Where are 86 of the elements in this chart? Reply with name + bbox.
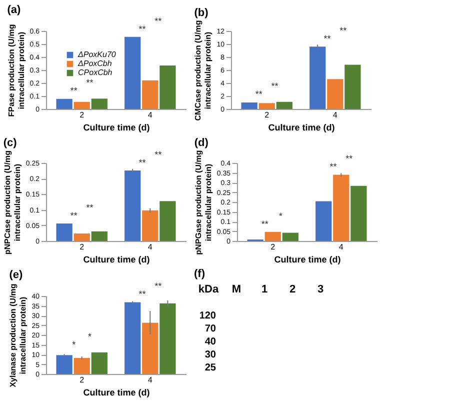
bar	[344, 64, 361, 109]
bar	[350, 186, 367, 241]
category-label: 3	[317, 284, 324, 296]
x-tick-label: 2	[80, 242, 85, 252]
annotation: **	[138, 289, 146, 300]
text: 120	[199, 310, 216, 322]
x-axis-title: Culture time (d)	[274, 254, 341, 264]
x-tick-label: 2	[80, 110, 85, 120]
bar	[160, 303, 176, 374]
chart-title: (b)	[194, 6, 209, 19]
bar	[276, 102, 292, 109]
bar	[74, 234, 90, 241]
bar	[241, 102, 258, 109]
annotation: **	[255, 88, 263, 99]
legend-label: ΔPoxCbh	[77, 59, 112, 68]
bar	[258, 103, 275, 109]
annotation: **	[138, 157, 146, 168]
bar	[56, 355, 72, 374]
bar	[74, 102, 90, 109]
chart-title: (e)	[9, 269, 23, 282]
y-axis-title: pNPGase production (U/mg intracellular protein)	[194, 150, 213, 255]
chart-title: (a)	[7, 4, 22, 16]
annotation: **	[70, 210, 78, 221]
bar	[327, 79, 344, 109]
y-axis-title: CMCase production (U/mg intracellular protein)	[194, 20, 213, 121]
x-axis-title: Culture time (d)	[83, 388, 150, 398]
text: 40	[204, 336, 216, 348]
annotation: **	[261, 218, 269, 229]
bar	[56, 98, 72, 109]
annotation: **	[70, 86, 78, 96]
category-label: M	[232, 284, 242, 296]
bar	[264, 232, 281, 241]
x-axis-title: Culture time (d)	[268, 122, 335, 132]
y-axis-title: Xylanase production (U/mg intracellular protein)	[8, 284, 28, 388]
chart-title: (d)	[194, 136, 209, 149]
bar	[91, 98, 108, 109]
text: kDa	[198, 284, 220, 296]
x-tick-label: 2	[264, 110, 270, 120]
bar	[160, 65, 176, 109]
bar	[124, 302, 141, 374]
x-tick-label: 4	[148, 242, 153, 252]
annotation: **	[138, 24, 146, 34]
legend-label: CPoxCbh	[78, 68, 113, 77]
bar	[91, 231, 108, 241]
bar	[142, 322, 158, 374]
bar	[160, 201, 176, 241]
annotation: **	[86, 78, 94, 88]
annotation: **	[324, 34, 332, 44]
chart-title: (c)	[3, 137, 18, 149]
x-tick-label: 4	[148, 110, 153, 120]
annotation: *	[88, 331, 92, 342]
bar	[310, 46, 326, 109]
bar	[282, 232, 298, 241]
annotation: *	[72, 339, 76, 350]
bar	[56, 224, 72, 241]
x-axis-title: Culture time (d)	[83, 122, 150, 132]
text: 70	[204, 324, 216, 334]
x-tick-label: 4	[332, 110, 338, 120]
text: **	[154, 281, 162, 292]
annotation: **	[330, 162, 338, 172]
text: **	[154, 149, 162, 160]
x-axis-title: Culture time (d)	[83, 254, 150, 264]
bar	[124, 170, 141, 241]
bar	[142, 80, 158, 109]
annotation: **	[340, 26, 348, 36]
category-label: 2	[289, 284, 296, 296]
y-axis-title: pNPCase production (U/mg intracellular protein)	[2, 150, 22, 255]
annotation: **	[86, 202, 94, 213]
text: (f)	[194, 268, 206, 280]
category-label: 1	[261, 284, 268, 296]
x-tick-label: 2	[270, 242, 276, 252]
text: 30	[204, 350, 216, 360]
annotation: **	[346, 154, 354, 164]
bar	[142, 210, 158, 241]
x-tick-label: 4	[338, 242, 344, 252]
bar	[91, 352, 108, 374]
y-axis-title: FPase production (U/mg intracellular protein)	[6, 24, 26, 117]
bar	[333, 174, 350, 241]
text: **	[154, 16, 162, 26]
bar	[74, 358, 90, 374]
bar	[316, 201, 332, 241]
text: 25	[204, 362, 216, 374]
legend-label: ΔPoxKu70	[77, 50, 116, 59]
bar	[124, 36, 141, 109]
annotation: *	[279, 210, 284, 221]
annotation: **	[271, 80, 279, 91]
